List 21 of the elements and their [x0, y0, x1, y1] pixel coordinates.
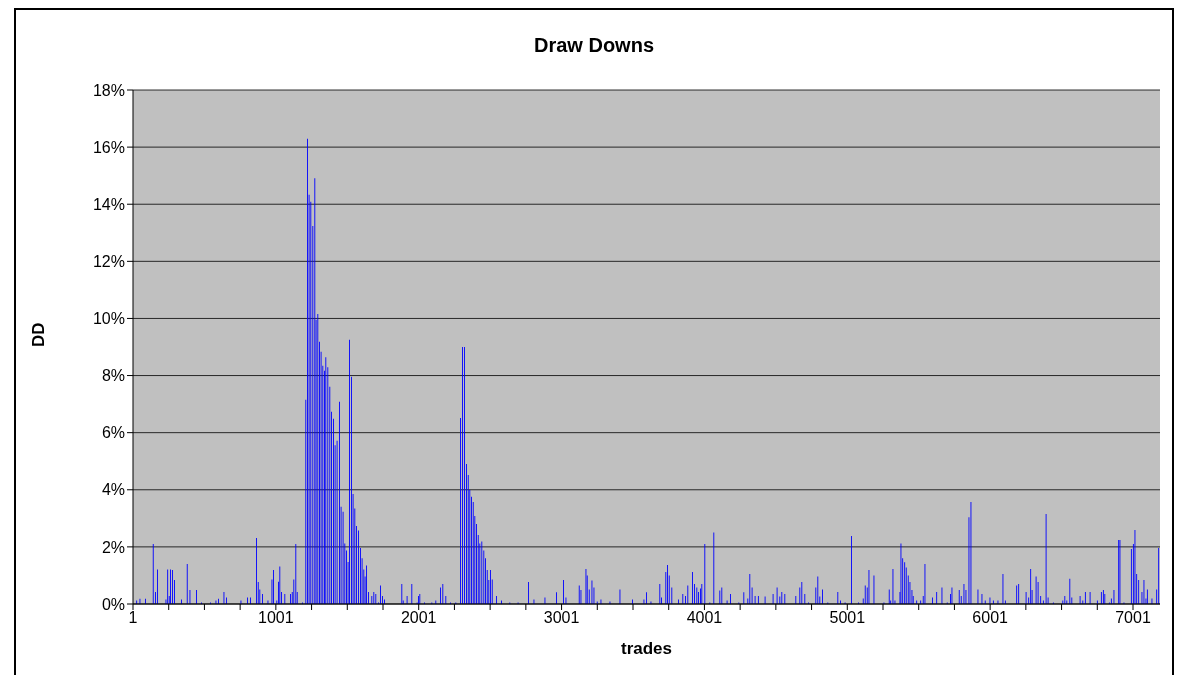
chart-title: Draw Downs — [533, 34, 655, 57]
x-tick-label: 6001 — [972, 609, 1009, 627]
y-tick-label: 18% — [92, 81, 125, 99]
y-tick-label: 0% — [101, 595, 125, 613]
y-tick-label: 12% — [92, 253, 125, 271]
y-tick-label: 10% — [92, 310, 125, 328]
x-axis-title: trades — [620, 639, 673, 658]
x-tick-label: 4001 — [686, 609, 723, 627]
y-tick-label: 8% — [101, 367, 125, 385]
x-tick-label: 1 — [128, 609, 138, 627]
x-tick-label: 2001 — [400, 609, 437, 627]
y-tick-label: 2% — [101, 538, 125, 556]
y-tick-label: 6% — [101, 424, 125, 442]
y-tick-label: 14% — [92, 195, 125, 213]
y-axis-title: DD — [29, 322, 49, 347]
y-tick-label: 16% — [92, 138, 125, 156]
y-tick-label: 4% — [101, 481, 125, 499]
x-tick-label: 3001 — [543, 609, 580, 627]
x-tick-label: 1001 — [258, 609, 294, 627]
x-tick-label: 5001 — [829, 609, 866, 627]
x-tick-label: 7001 — [1115, 609, 1151, 627]
